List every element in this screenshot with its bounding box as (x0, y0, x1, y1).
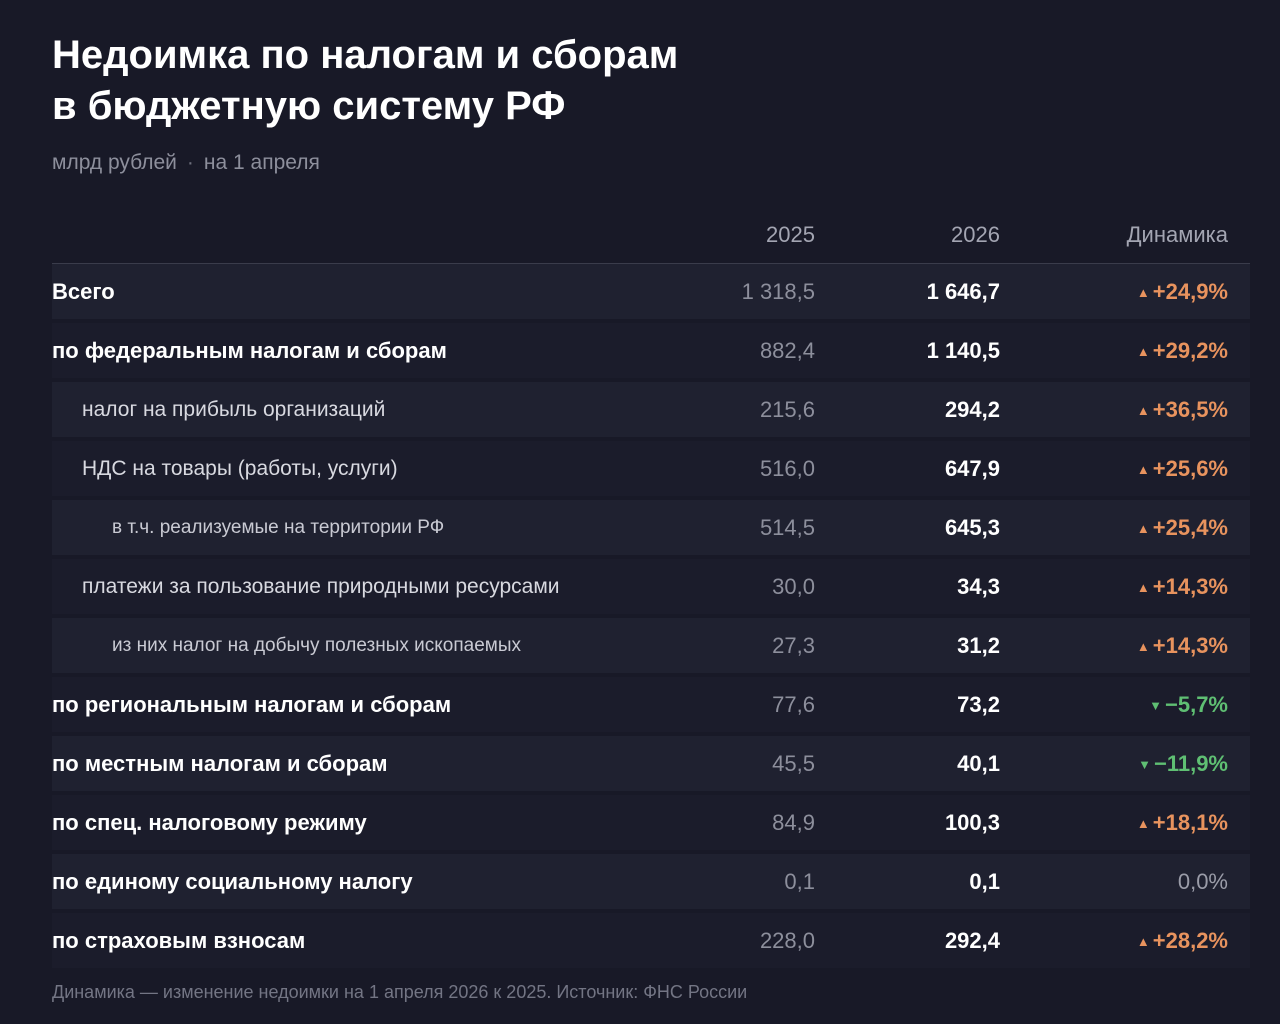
dynamics-value: 0,0% (1178, 854, 1228, 909)
page-title: Недоимка по налогам и сборам в бюджетную… (52, 30, 1250, 132)
value-2025: 516,0 (759, 456, 815, 481)
value-2026: 100,3 (944, 810, 1000, 835)
value-2025: 882,4 (759, 338, 815, 363)
row-label: по местным налогам и сборам (52, 751, 388, 776)
dynamics-value: ▲ +25,6% (1137, 441, 1228, 496)
title-line-1: Недоимка по налогам и сборам (52, 33, 679, 77)
arrow-up-icon: ▲ (1136, 462, 1150, 477)
subtitle: млрд рублей · на 1 апреля (52, 149, 1250, 177)
dynamics-value: ▼ −5,7% (1149, 677, 1228, 732)
row-label: по единому социальному налогу (52, 869, 413, 894)
table-row-natural-resources: платежи за пользование природными ресурс… (52, 559, 1250, 614)
table-body: Всего 1 318,5 1 646,7 ▲ +24,9% по федерал… (52, 264, 1250, 968)
table-row-mineral-extraction: из них налог на добычу полезных ископаем… (52, 618, 1250, 673)
dynamics-percent: +24,9% (1152, 279, 1228, 304)
dynamics-percent: 0,0% (1177, 869, 1228, 894)
value-2026: 1 646,7 (926, 279, 1000, 304)
row-label: по страховым взносам (52, 928, 306, 953)
dynamics-percent: +25,6% (1152, 456, 1228, 481)
dynamics-value: ▲ +14,3% (1137, 559, 1228, 614)
value-2025: 84,9 (772, 810, 815, 835)
dynamics-value: ▲ +29,2% (1137, 323, 1228, 378)
table-row-vat-domestic: в т.ч. реализуемые на территории РФ 514,… (52, 500, 1250, 555)
value-2026: 0,1 (969, 869, 1000, 894)
dynamics-percent: +14,3% (1152, 574, 1228, 599)
value-2025: 27,3 (772, 633, 815, 658)
value-2025: 0,1 (784, 869, 815, 894)
value-2026: 645,3 (944, 515, 1000, 540)
row-label: налог на прибыль организаций (82, 398, 386, 421)
column-header-dynamics: Динамика (1126, 222, 1228, 247)
row-label: Всего (52, 279, 115, 304)
value-2025: 45,5 (772, 751, 815, 776)
row-label: в т.ч. реализуемые на территории РФ (112, 517, 445, 538)
report-panel: Недоимка по налогам и сборам в бюджетную… (52, 30, 1250, 1004)
dynamics-value: ▲ +18,1% (1137, 795, 1228, 850)
dynamics-percent: +14,3% (1152, 633, 1228, 658)
row-label: из них налог на добычу полезных ископаем… (112, 635, 521, 656)
dynamics-percent: +18,1% (1152, 810, 1228, 835)
dynamics-value: ▼ −11,9% (1138, 736, 1228, 791)
subtitle-separator: · (186, 151, 194, 174)
table-row-vat: НДС на товары (работы, услуги) 516,0 647… (52, 441, 1250, 496)
row-label: по спец. налоговому режиму (52, 810, 367, 835)
table-header: 2025 2026 Динамика (52, 177, 1250, 264)
column-header-2025: 2025 (766, 222, 815, 247)
arrow-up-icon: ▲ (1136, 580, 1150, 595)
dynamics-value: ▲ +36,5% (1137, 382, 1228, 437)
value-2026: 34,3 (957, 574, 1000, 599)
dynamics-percent: +29,2% (1152, 338, 1228, 363)
dynamics-percent: −5,7% (1165, 692, 1228, 717)
row-label: по федеральным налогам и сборам (52, 338, 447, 363)
arrow-up-icon: ▲ (1136, 816, 1150, 831)
dynamics-value: ▲ +24,9% (1137, 264, 1228, 319)
title-line-2: в бюджетную систему РФ (52, 84, 566, 128)
arrow-down-icon: ▼ (1138, 757, 1151, 772)
value-2026: 31,2 (957, 633, 1000, 658)
row-label: по региональным налогам и сборам (52, 692, 452, 717)
row-label: платежи за пользование природными ресурс… (82, 575, 560, 598)
table-row-regional: по региональным налогам и сборам 77,6 73… (52, 677, 1250, 732)
table-row-federal: по федеральным налогам и сборам 882,4 1 … (52, 323, 1250, 378)
dynamics-percent: +25,4% (1152, 515, 1228, 540)
value-2026: 294,2 (944, 397, 1000, 422)
arrow-up-icon: ▲ (1136, 639, 1150, 654)
dynamics-percent: +28,2% (1152, 928, 1228, 953)
table-row-insurance-contributions: по страховым взносам 228,0 292,4 ▲ +28,2% (52, 913, 1250, 968)
arrow-up-icon: ▲ (1136, 403, 1150, 418)
footnote-source: Динамика — изменение недоимки на 1 апрел… (52, 982, 748, 1002)
arrow-up-icon: ▲ (1136, 344, 1150, 359)
arrow-up-icon: ▲ (1136, 285, 1150, 300)
dynamics-value: ▲ +14,3% (1137, 618, 1228, 673)
subtitle-date: на 1 апреля (203, 151, 320, 174)
row-label: НДС на товары (работы, услуги) (82, 457, 398, 480)
value-2025: 228,0 (759, 928, 815, 953)
table-row-local: по местным налогам и сборам 45,5 40,1 ▼ −… (52, 736, 1250, 791)
column-header-2026: 2026 (951, 222, 1000, 247)
arrow-down-icon: ▼ (1149, 698, 1162, 713)
subtitle-unit: млрд рублей (52, 151, 177, 174)
arrow-up-icon: ▲ (1136, 934, 1150, 949)
table-row-unified-social-tax: по единому социальному налогу 0,1 0,1 0,… (52, 854, 1250, 909)
value-2026: 40,1 (957, 751, 1000, 776)
value-2026: 647,9 (944, 456, 1000, 481)
value-2026: 1 140,5 (926, 338, 1000, 363)
value-2025: 215,6 (759, 397, 815, 422)
dynamics-value: ▲ +25,4% (1137, 500, 1228, 555)
value-2025: 1 318,5 (741, 279, 815, 304)
dynamics-percent: −11,9% (1153, 751, 1228, 776)
table-row-profit-tax: налог на прибыль организаций 215,6 294,2… (52, 382, 1250, 437)
value-2025: 77,6 (772, 692, 815, 717)
value-2025: 30,0 (772, 574, 815, 599)
dynamics-percent: +36,5% (1152, 397, 1228, 422)
table-row-special-regime: по спец. налоговому режиму 84,9 100,3 ▲ +… (52, 795, 1250, 850)
value-2025: 514,5 (759, 515, 815, 540)
arrow-up-icon: ▲ (1136, 521, 1150, 536)
value-2026: 292,4 (944, 928, 1000, 953)
value-2026: 73,2 (957, 692, 1000, 717)
table-row-total: Всего 1 318,5 1 646,7 ▲ +24,9% (52, 264, 1250, 319)
dynamics-value: ▲ +28,2% (1137, 913, 1228, 968)
